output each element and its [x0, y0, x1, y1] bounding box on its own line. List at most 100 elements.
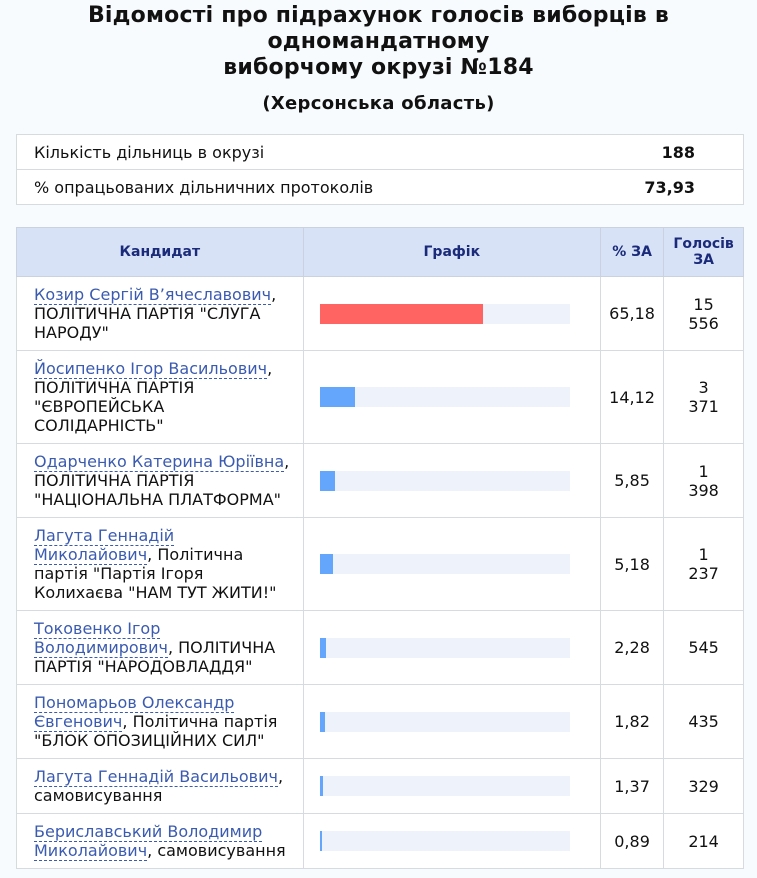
- candidate-cell: Токовенко Ігор Володимирович, ПОЛІТИЧНА …: [16, 610, 304, 685]
- candidate-row: Токовенко Ігор Володимирович, ПОЛІТИЧНА …: [16, 610, 744, 685]
- column-header-percent: % ЗА: [599, 227, 665, 277]
- results-body: Козир Сергій В’ячеславович, ПОЛІТИЧНА ПА…: [16, 276, 744, 869]
- votes-value: 329: [688, 776, 719, 796]
- column-header-graph: Графік: [302, 227, 601, 277]
- candidate-row: Лагута Геннадій Миколайович, Політична п…: [16, 517, 744, 611]
- graph-cell: [302, 443, 601, 518]
- candidate-party: , Політична партія "Партія Ігоря Колихає…: [34, 545, 277, 602]
- vote-bar-fill: [319, 637, 326, 658]
- candidate-party: , ПОЛІТИЧНА ПАРТІЯ "НАРОДОВЛАДДЯ": [34, 638, 276, 676]
- candidate-name-link[interactable]: Бериславський Володимир Миколайович: [34, 822, 263, 861]
- candidate-cell: Лагута Геннадій Васильович, самовисуванн…: [16, 758, 304, 814]
- votes-value: 214: [688, 831, 719, 851]
- candidate-cell: Пономарьов Олександр Євгенович, Політичн…: [16, 684, 304, 759]
- votes-value: 435: [688, 712, 719, 731]
- candidate-party: , ПОЛІТИЧНА ПАРТІЯ "СЛУГА НАРОДУ": [34, 285, 277, 342]
- title-line-3: виборчому окрузі №184: [223, 55, 534, 80]
- graph-cell: [302, 276, 601, 351]
- vote-bar-fill: [319, 470, 335, 491]
- summary-value-processed: 73,93: [558, 169, 744, 205]
- column-header-candidate: Кандидат: [16, 227, 304, 277]
- graph-cell: [302, 684, 601, 759]
- results-table: Кандидат Графік % ЗА Голосів ЗА Козир Се…: [16, 227, 744, 869]
- title-line-2: одномандатному: [267, 29, 490, 54]
- summary-row-stations: Кількість дільниць в окрузі 188: [16, 134, 744, 170]
- percent-cell: 0,89: [599, 813, 665, 869]
- votes-cell: 329: [663, 758, 744, 814]
- candidate-name-link[interactable]: Токовенко Ігор Володимирович: [34, 619, 168, 658]
- votes-cell: 15 556: [663, 276, 744, 351]
- summary-row-processed: % опрацьованих дільничних протоколів 73,…: [16, 169, 744, 205]
- votes-value: 1 398: [688, 461, 719, 500]
- vote-bar-fill: [319, 554, 333, 574]
- vote-bar-track: [319, 470, 570, 491]
- votes-cell: 1 237: [663, 517, 744, 611]
- summary-label-stations: Кількість дільниць в окрузі: [16, 134, 558, 170]
- page-title: Відомості про підрахунок голосів виборці…: [0, 3, 757, 81]
- percent-cell: 14,12: [599, 350, 665, 444]
- votes-cell: 3 371: [663, 350, 744, 444]
- vote-bar-fill: [319, 387, 355, 407]
- percent-cell: 5,85: [599, 443, 665, 518]
- candidate-row: Пономарьов Олександр Євгенович, Політичн…: [16, 684, 744, 759]
- candidate-name-link[interactable]: Козир Сергій В’ячеславович: [34, 285, 272, 305]
- vote-bar-fill: [319, 711, 325, 732]
- candidate-name-link[interactable]: Лагута Геннадій Миколайович: [34, 526, 175, 565]
- summary-label-processed: % опрацьованих дільничних протоколів: [16, 169, 558, 205]
- candidate-cell: Йосипенко Ігор Васильович, ПОЛІТИЧНА ПАР…: [16, 350, 304, 444]
- vote-bar-fill: [319, 831, 322, 851]
- vote-bar-track: [319, 831, 570, 851]
- candidate-name-link[interactable]: Пономарьов Олександр Євгенович: [34, 693, 235, 732]
- candidate-row: Одарченко Катерина Юріївна, ПОЛІТИЧНА ПА…: [16, 443, 744, 518]
- percent-cell: 65,18: [599, 276, 665, 351]
- title-line-1: Відомості про підрахунок голосів виборці…: [87, 3, 670, 28]
- candidate-party: , ПОЛІТИЧНА ПАРТІЯ "НАЦІОНАЛЬНА ПЛАТФОРМ…: [34, 452, 290, 509]
- votes-value: 3 371: [688, 378, 719, 416]
- candidate-row: Йосипенко Ігор Васильович, ПОЛІТИЧНА ПАР…: [16, 350, 744, 444]
- votes-cell: 435: [663, 684, 744, 759]
- percent-cell: 1,82: [599, 684, 665, 759]
- vote-bar-track: [319, 554, 570, 574]
- candidate-party: , самовисування: [34, 767, 284, 805]
- candidate-name-link[interactable]: Йосипенко Ігор Васильович: [34, 359, 268, 379]
- region-subtitle: (Херсонська область): [262, 93, 495, 114]
- vote-bar-track: [319, 711, 570, 732]
- vote-bar-track: [319, 387, 570, 407]
- candidate-row: Козир Сергій В’ячеславович, ПОЛІТИЧНА ПА…: [16, 276, 744, 351]
- candidate-name-link[interactable]: Одарченко Катерина Юріївна: [34, 452, 285, 472]
- candidate-party: , Політична партія "БЛОК ОПОЗИЦІЙНИХ СИЛ…: [34, 712, 278, 750]
- vote-bar-fill: [319, 303, 483, 324]
- votes-value: 15 556: [688, 294, 719, 333]
- candidate-cell: Одарченко Катерина Юріївна, ПОЛІТИЧНА ПА…: [16, 443, 304, 518]
- vote-bar-fill: [319, 776, 323, 796]
- percent-cell: 1,37: [599, 758, 665, 814]
- votes-cell: 214: [663, 813, 744, 869]
- summary-value-stations: 188: [558, 134, 744, 170]
- results-header-row: Кандидат Графік % ЗА Голосів ЗА: [16, 227, 744, 277]
- votes-value: 1 237: [688, 545, 719, 583]
- votes-cell: 1 398: [663, 443, 744, 518]
- graph-cell: [302, 517, 601, 611]
- candidate-name-link[interactable]: Лагута Геннадій Васильович: [34, 767, 278, 787]
- candidate-cell: Бериславський Володимир Миколайович, сам…: [16, 813, 304, 869]
- graph-cell: [302, 350, 601, 444]
- votes-cell: 545: [663, 610, 744, 685]
- candidate-cell: Козир Сергій В’ячеславович, ПОЛІТИЧНА ПА…: [16, 276, 304, 351]
- candidate-party: , ПОЛІТИЧНА ПАРТІЯ "ЄВРОПЕЙСЬКА СОЛІДАРН…: [34, 359, 273, 435]
- candidate-cell: Лагута Геннадій Миколайович, Політична п…: [16, 517, 304, 611]
- vote-bar-track: [319, 776, 570, 796]
- graph-cell: [302, 813, 601, 869]
- candidate-row: Лагута Геннадій Васильович, самовисуванн…: [16, 758, 744, 814]
- summary-table: Кількість дільниць в окрузі 188 % опраць…: [16, 134, 744, 205]
- graph-cell: [302, 610, 601, 685]
- vote-bar-track: [319, 303, 570, 324]
- percent-cell: 2,28: [599, 610, 665, 685]
- candidate-row: Бериславський Володимир Миколайович, сам…: [16, 813, 744, 869]
- column-header-votes: Голосів ЗА: [663, 227, 744, 277]
- vote-bar-track: [319, 637, 570, 658]
- votes-value: 545: [688, 638, 719, 657]
- percent-cell: 5,18: [599, 517, 665, 611]
- graph-cell: [302, 758, 601, 814]
- candidate-party: , самовисування: [147, 841, 286, 860]
